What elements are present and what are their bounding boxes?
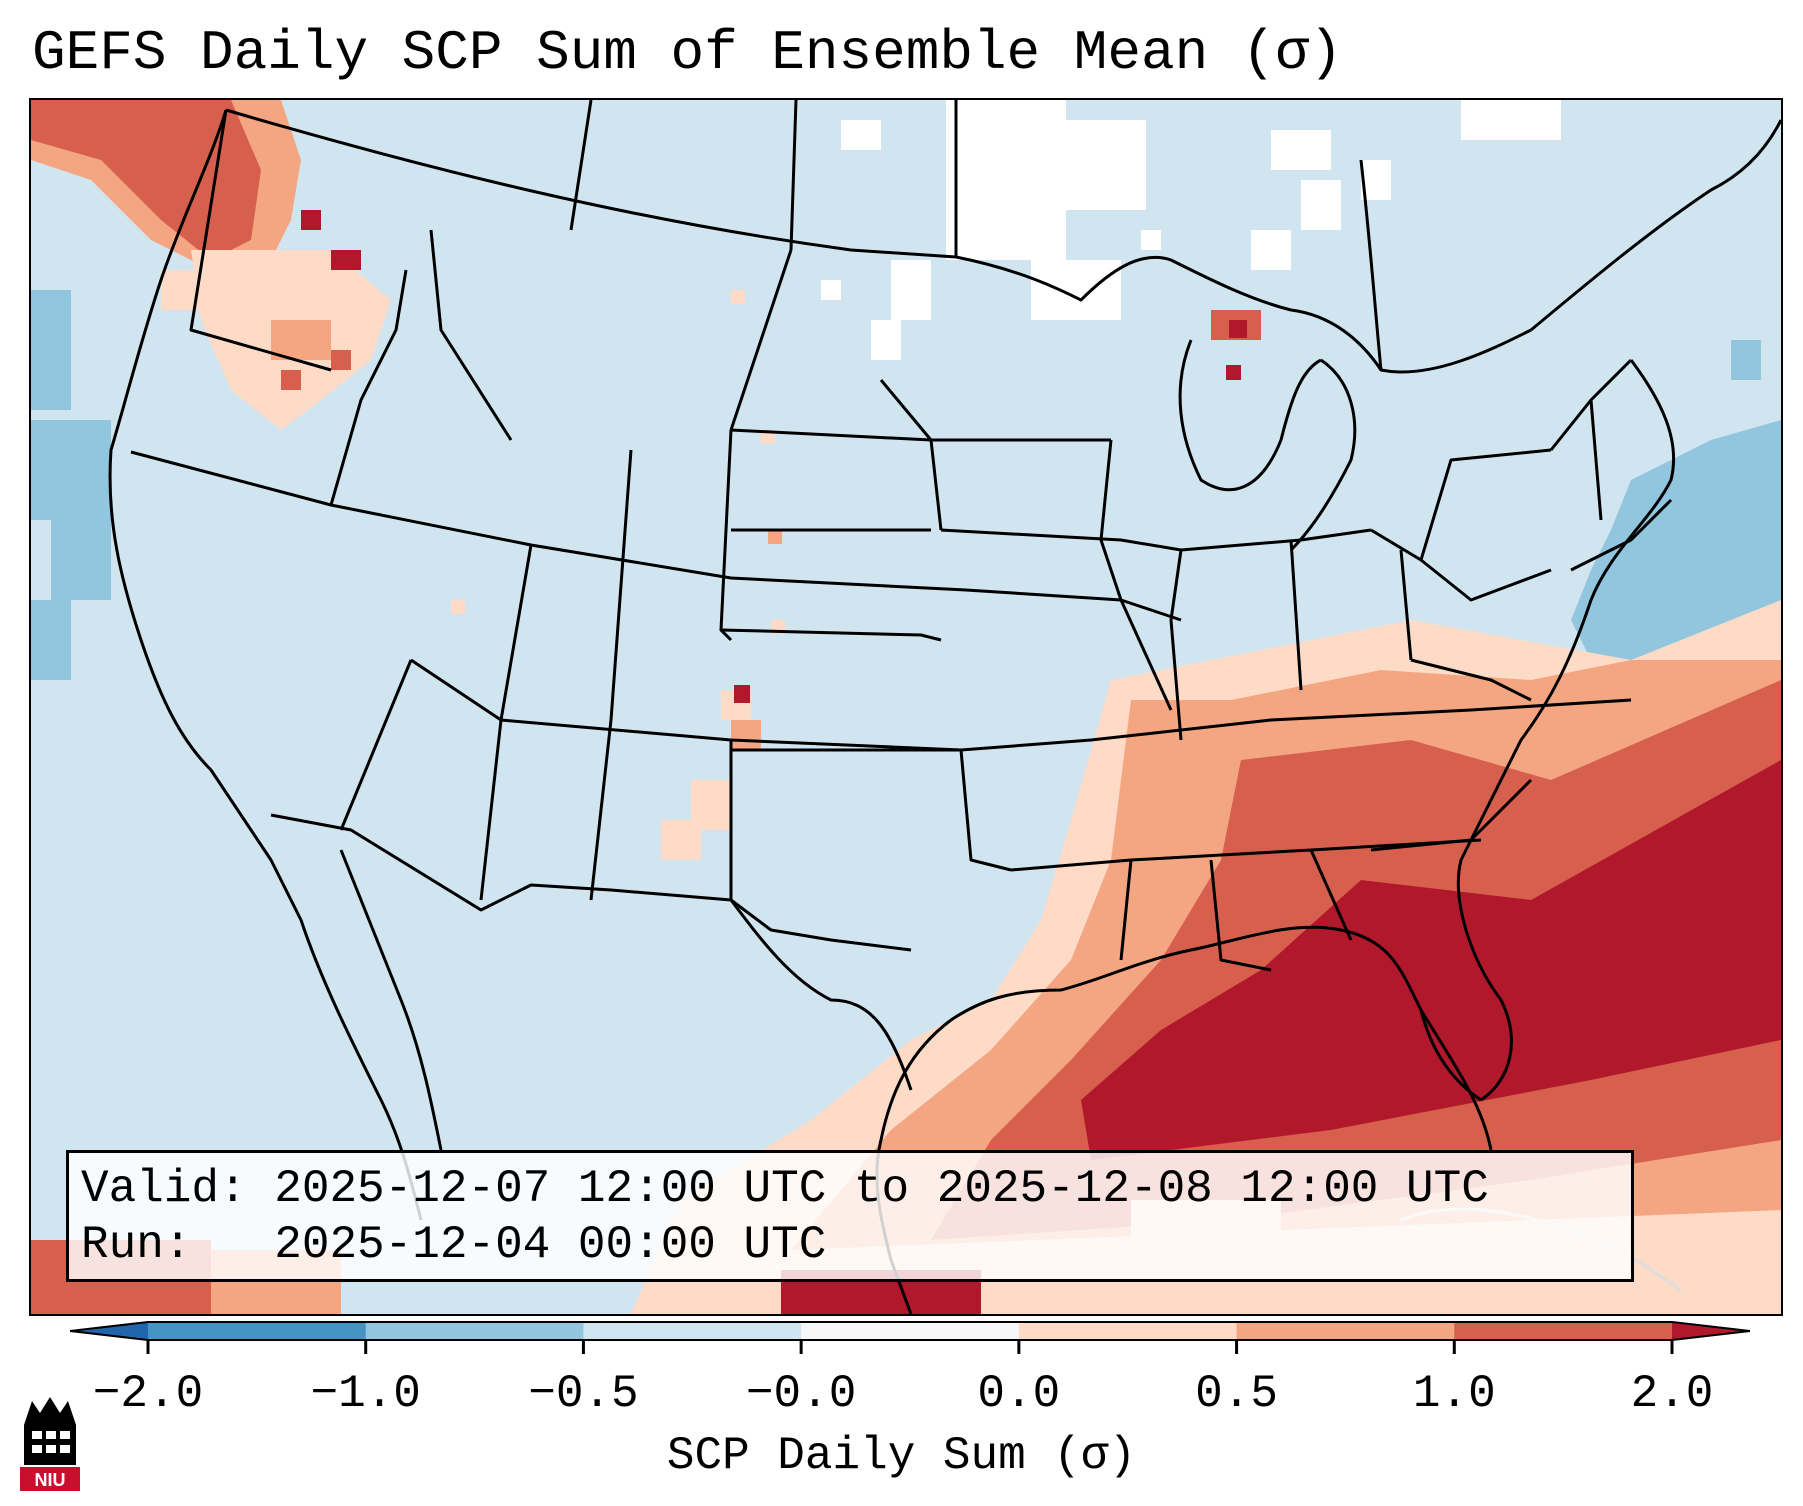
colorbar-tick-label: −0.5 [528,1368,639,1420]
colorbar-tick-label: 1.0 [1412,1368,1496,1420]
valid-run-info: Valid: 2025-12-07 12:00 UTC to 2025-12-0… [66,1150,1634,1282]
colorbar-tick-label: −0.0 [745,1368,857,1420]
colorbar-tick-label: 0.0 [977,1368,1061,1420]
niu-logo-text: NIU [35,1470,66,1490]
colorbar-ticks [146,1340,1674,1354]
colorbar-bin [583,1322,802,1340]
colorbar-bin [1236,1322,1455,1340]
map-panel [29,98,1783,1316]
colorbar-tick-label: −2.0 [92,1368,204,1420]
colorbar-bin [148,1322,367,1340]
colorbar-tick-label: 2.0 [1630,1368,1714,1420]
colorbar-bin [365,1322,584,1340]
colorbar-bin [1018,1322,1238,1340]
colorbar-extension-low [70,1322,148,1340]
colorbar [70,1321,1750,1354]
colorbar-extension-high [1672,1322,1750,1340]
near-zero-field [821,100,1561,360]
colorbar-bin [1454,1322,1673,1340]
colorbar-bins [70,1321,1750,1341]
colorbar-bin [801,1322,1020,1340]
colorbar-label: SCP Daily Sum (σ) [666,1430,1137,1482]
valid-line: Valid: 2025-12-07 12:00 UTC to 2025-12-0… [81,1163,1489,1215]
niu-logo: NIU [20,1397,80,1491]
scp-map [31,100,1781,1314]
positive-field-northwest [31,100,391,430]
colorbar-tick-label: 0.5 [1195,1368,1278,1420]
map-title: GEFS Daily SCP Sum of Ensemble Mean (σ) [32,21,1343,85]
colorbar-tick-label: −1.0 [310,1368,421,1420]
run-line: Run: 2025-12-04 00:00 UTC [81,1219,827,1271]
boundaries [108,100,1781,1314]
